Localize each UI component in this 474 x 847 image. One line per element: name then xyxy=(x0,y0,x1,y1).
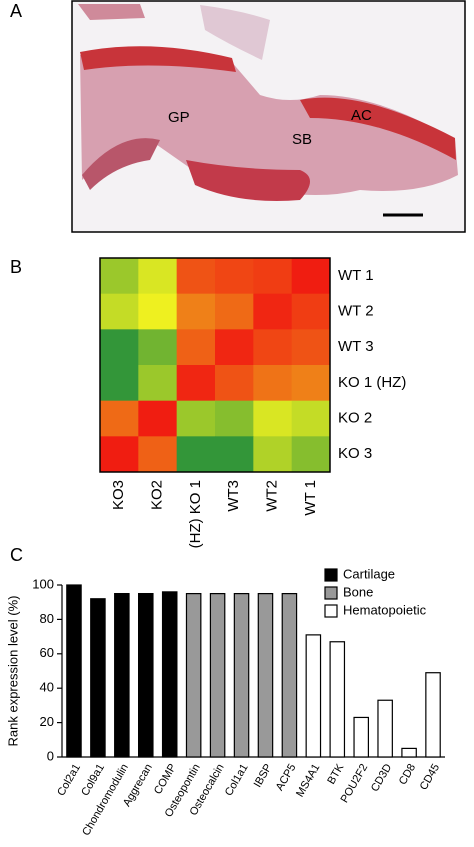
heatmap-cell xyxy=(176,436,216,473)
heatmap-cell xyxy=(100,293,139,330)
heatmap-cell xyxy=(138,365,178,402)
y-tick-label: 40 xyxy=(40,680,54,695)
heatmap-cell xyxy=(291,258,331,295)
heatmap-cell xyxy=(215,400,254,437)
heatmap-cell xyxy=(176,258,216,295)
legend-swatch xyxy=(324,586,338,600)
panel-label: B xyxy=(10,257,22,277)
x-tick-label: MS4A1 xyxy=(294,762,322,799)
y-tick-label: 20 xyxy=(40,714,54,729)
heatmap-cell xyxy=(176,293,216,330)
heatmap-cell xyxy=(100,365,139,402)
heatmap-cell xyxy=(215,365,254,402)
bar xyxy=(114,592,130,758)
heatmap-cell xyxy=(100,329,139,366)
x-tick-label: ACP5 xyxy=(274,762,299,793)
column-label: WT3 xyxy=(225,480,242,512)
y-tick-label: 100 xyxy=(32,576,54,591)
heatmap-border xyxy=(99,257,331,473)
bar xyxy=(305,634,322,758)
y-tick-label: 60 xyxy=(40,645,54,660)
heatmap-cell xyxy=(215,293,254,330)
bar xyxy=(281,592,298,758)
bar xyxy=(353,716,370,758)
x-tick-label: CD8 xyxy=(397,762,418,787)
heatmap-cell xyxy=(291,436,331,473)
column-label: KO2 xyxy=(148,480,165,510)
legend-label: Hematopoietic xyxy=(343,602,427,617)
x-tick-label: Col1a1 xyxy=(223,762,251,798)
heatmap-cell xyxy=(176,365,216,402)
heatmap: WT 1 WT 2 WT 3 KO 1 (HZ) KO 2 KO 3 KO3 KO2 (HZ) … xyxy=(99,257,406,548)
legend-label: Bone xyxy=(343,584,373,599)
heatmap-cell xyxy=(100,436,139,473)
heatmap-cell xyxy=(253,293,293,330)
bar-chart: 0 20 40 60 80 100 Rank expression level (%) Col… xyxy=(5,566,445,838)
row-label: WT 3 xyxy=(338,338,374,355)
bar xyxy=(90,598,106,758)
panel-label: A xyxy=(10,1,22,21)
bar xyxy=(377,699,393,758)
bar xyxy=(425,672,441,758)
y-axis-label: Rank expression level (%) xyxy=(5,595,20,746)
row-label: WT 1 xyxy=(338,267,374,284)
heatmap-cell xyxy=(215,436,254,473)
bar xyxy=(161,591,178,758)
heatmap-cell xyxy=(100,258,139,295)
heatmap-cell xyxy=(253,258,293,295)
row-label: KO 1 (HZ) xyxy=(338,374,406,391)
heatmap-cell xyxy=(176,329,216,366)
heatmap-cell xyxy=(176,400,216,437)
heatmap-cell xyxy=(291,400,331,437)
annotation: AC xyxy=(351,107,372,124)
heatmap-cell xyxy=(291,293,331,330)
bar xyxy=(66,584,82,758)
row-label: KO 3 xyxy=(338,445,372,462)
heatmap-cell xyxy=(253,436,293,473)
bar xyxy=(209,592,226,758)
annotation: SB xyxy=(292,131,312,148)
bar xyxy=(329,641,346,758)
annotation: GP xyxy=(168,109,190,126)
column-label: (HZ) KO 1 xyxy=(187,480,204,548)
bar xyxy=(401,747,417,758)
heatmap-cell xyxy=(253,365,293,402)
heatmap-cell xyxy=(291,365,331,402)
column-label: WT 1 xyxy=(302,480,319,516)
heatmap-cell xyxy=(138,258,178,295)
heatmap-cell xyxy=(215,258,254,295)
heatmap-cell xyxy=(138,436,178,473)
bar xyxy=(233,592,250,758)
heatmap-cell xyxy=(253,329,293,366)
legend-swatch xyxy=(324,568,338,582)
bar xyxy=(138,592,154,758)
histology-image xyxy=(71,0,466,233)
heatmap-cell xyxy=(253,400,293,437)
panel-label: C xyxy=(10,545,23,565)
x-tick-label: CD3D xyxy=(369,762,394,794)
column-label: KO3 xyxy=(110,480,127,510)
legend-label: Cartilage xyxy=(343,566,395,581)
row-label: KO 2 xyxy=(338,409,372,426)
x-tick-label: CD45 xyxy=(418,762,442,792)
x-tick-label: BTK xyxy=(325,761,346,786)
bar xyxy=(185,592,202,758)
y-tick-label: 0 xyxy=(47,748,54,763)
heatmap-cell xyxy=(138,293,178,330)
column-label: WT2 xyxy=(263,480,280,512)
row-label: WT 2 xyxy=(338,302,374,319)
y-tick-label: 80 xyxy=(40,611,54,626)
heatmap-cell xyxy=(100,400,139,437)
legend-swatch xyxy=(324,604,338,618)
heatmap-cell xyxy=(291,329,331,366)
heatmap-cell xyxy=(138,329,178,366)
heatmap-cell xyxy=(215,329,254,366)
x-tick-label: IBSP xyxy=(252,762,275,790)
heatmap-cell xyxy=(138,400,178,437)
bar xyxy=(257,592,274,758)
